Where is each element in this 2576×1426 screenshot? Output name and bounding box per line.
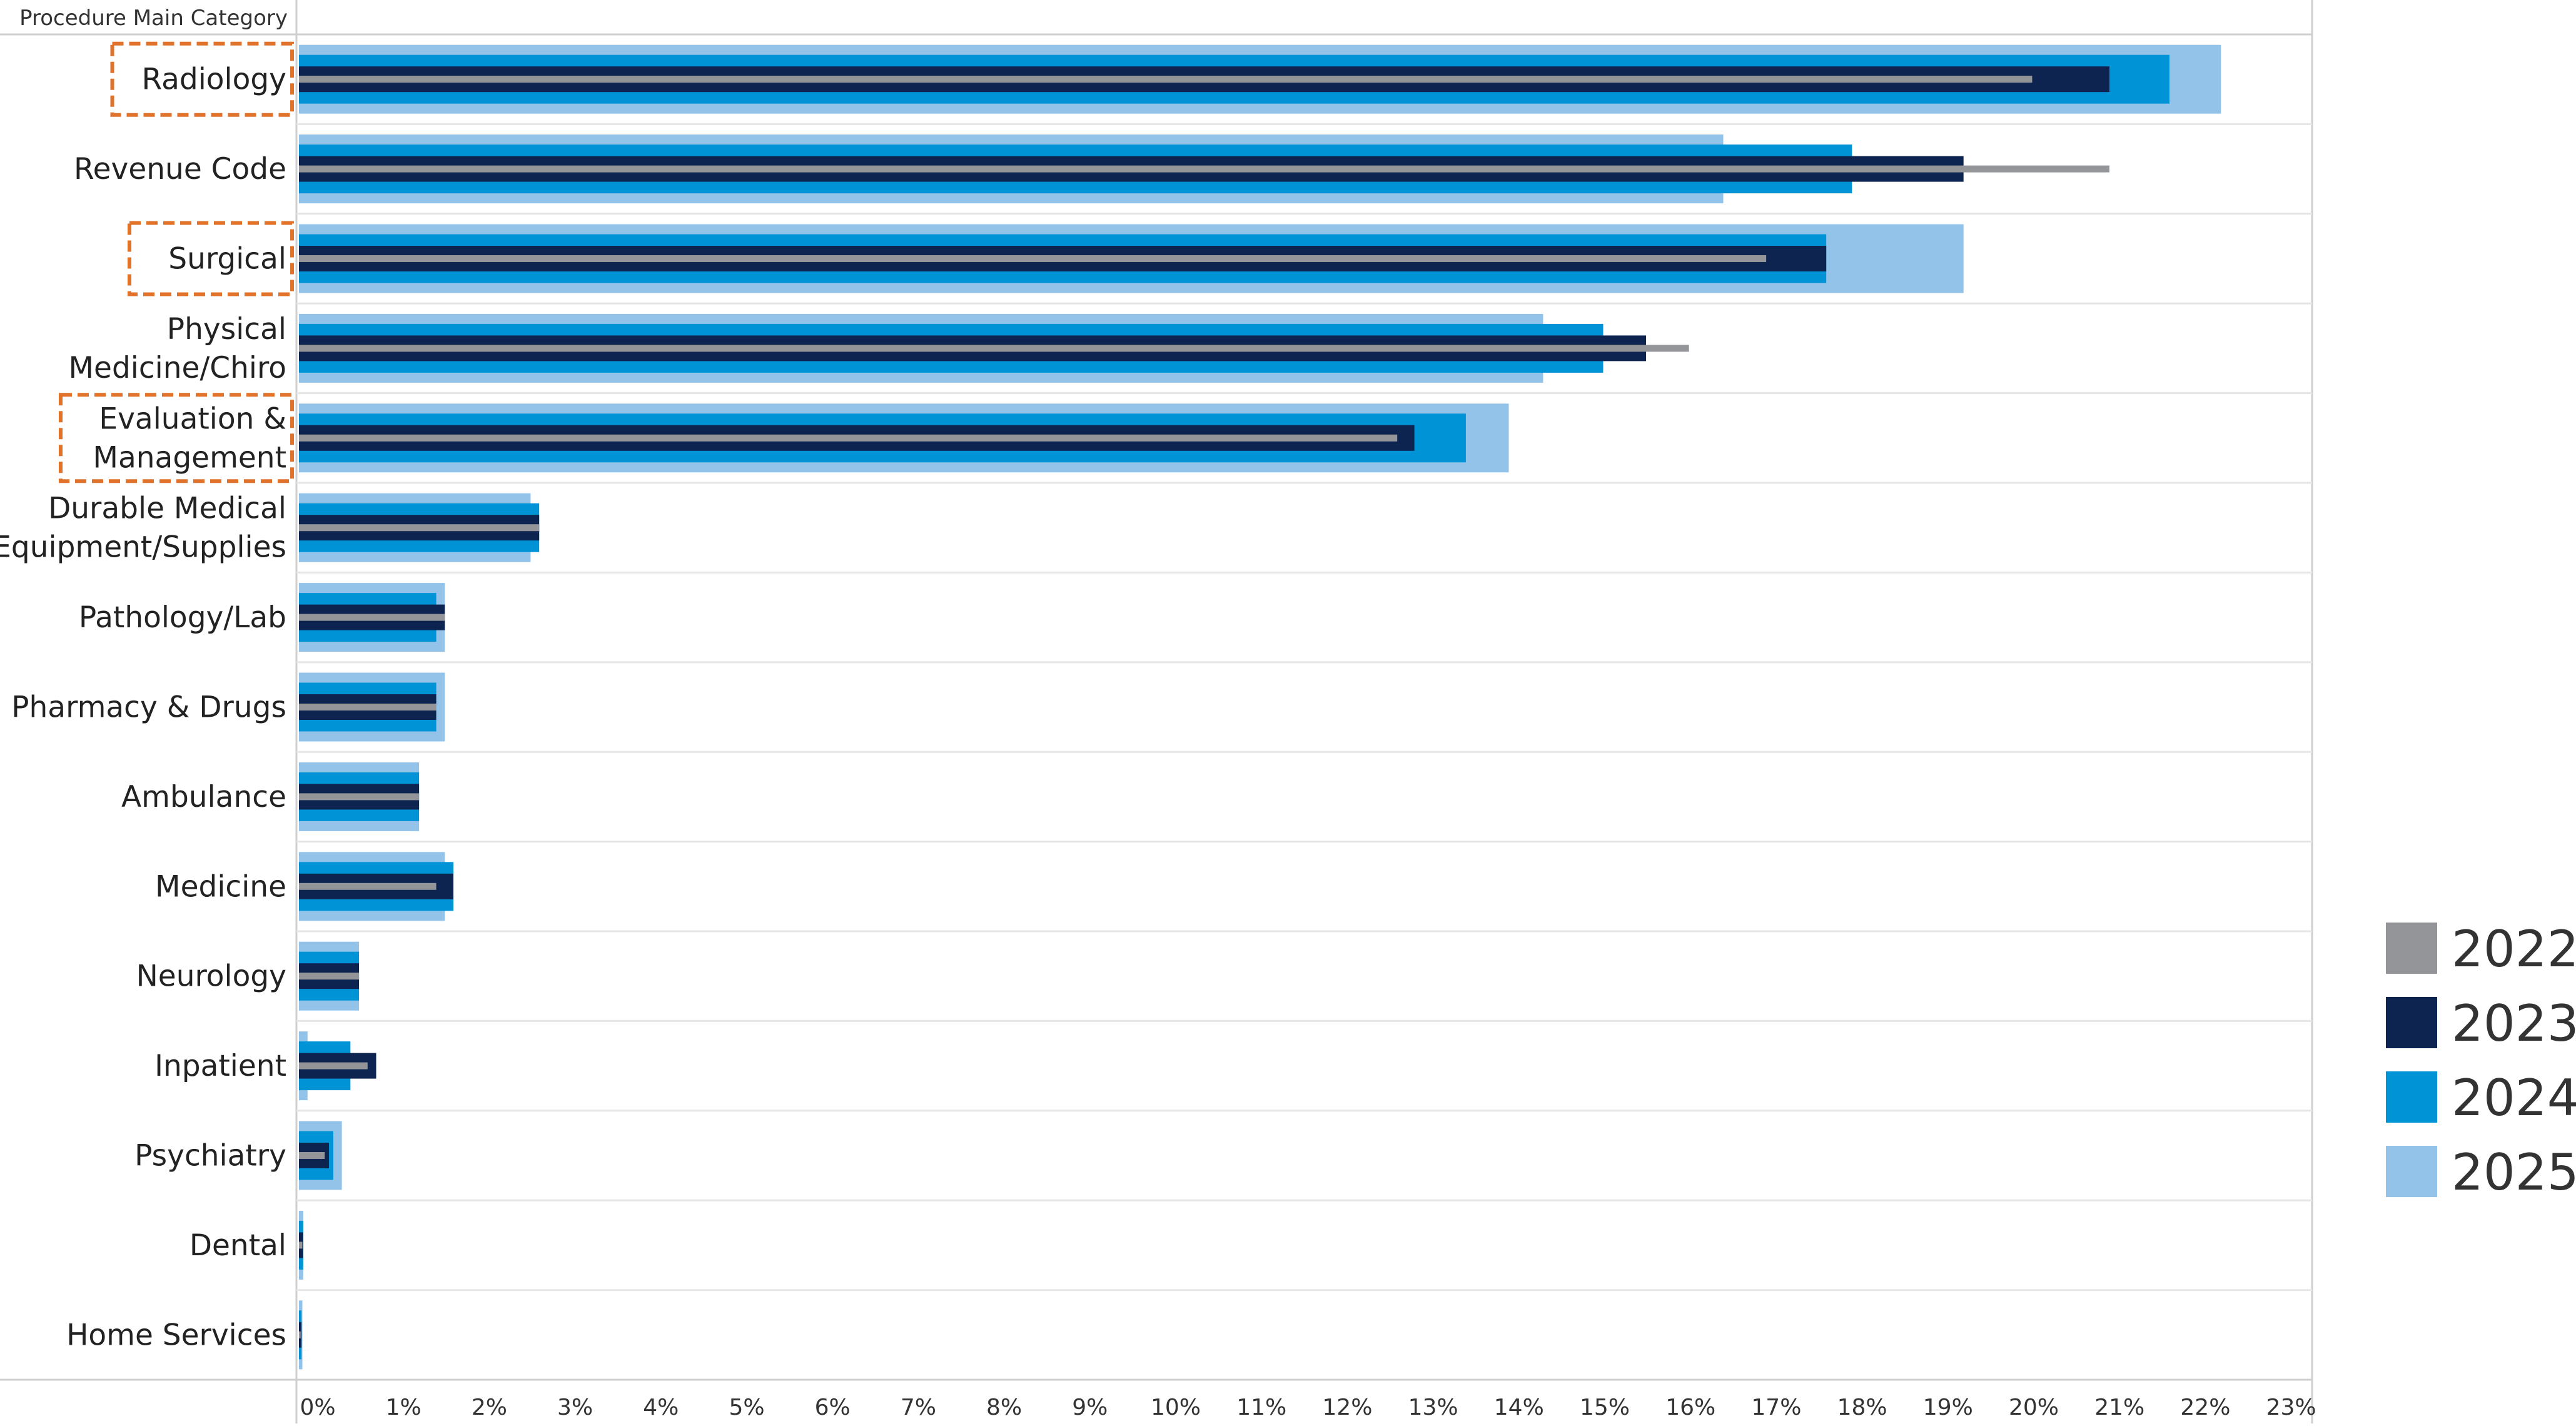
category-labels: Radiology Revenue Code Surgical Physical Med…: [0, 63, 286, 1353]
category-label-radiology: Radiology: [141, 63, 286, 97]
legend-swatch-2022: [2386, 923, 2437, 974]
x-tick-label: 11%: [1236, 1395, 1286, 1420]
highlight-box-surgical: [128, 221, 294, 296]
x-tick-label: 16%: [1665, 1395, 1715, 1420]
highlight-box-radiology: [110, 41, 294, 117]
x-tick-label: 10%: [1151, 1395, 1201, 1420]
x-tick-label: 3%: [557, 1395, 593, 1420]
category-label-durable-medical-equipment-supplies: Durable Medical Equipment/Supplies: [0, 492, 286, 565]
category-label-surgical: Surgical: [168, 242, 286, 276]
category-label-medicine: Medicine: [155, 869, 286, 904]
bars-layer: [299, 44, 2221, 1370]
category-label-evaluation-and-management: Evaluation & Management: [93, 402, 286, 475]
legend-swatch-2025: [2386, 1146, 2437, 1197]
category-label-psychiatry: Psychiatry: [134, 1139, 286, 1173]
bar-radiology-2022: [299, 76, 2033, 83]
category-label-physical-medicine-chiro: Physical Medicine/Chiro: [68, 312, 286, 385]
bar-physical-medicine-chiro-2022: [299, 345, 1689, 352]
x-tick-label: 22%: [2180, 1395, 2230, 1420]
bar-pathology-lab-2022: [299, 614, 445, 621]
row-dividers: [296, 123, 2312, 1292]
bar-home-services-2022: [299, 1331, 301, 1338]
category-label-dental: Dental: [189, 1228, 286, 1263]
bar-psychiatry-2022: [299, 1152, 325, 1159]
x-axis-ticks: 0% 1% 2% 3% 4% 5% 6% 7% 8% 9% 10% 11% 12% 13% 14% 15% 16…: [300, 1395, 2316, 1420]
category-label-revenue-code: Revenue Code: [74, 152, 286, 186]
x-tick-label: 4%: [643, 1395, 679, 1420]
highlight-boxes: [59, 41, 294, 483]
legend-swatch-2024: [2386, 1071, 2437, 1123]
x-tick-label: 5%: [729, 1395, 764, 1420]
x-tick-label: 13%: [1408, 1395, 1458, 1420]
x-tick-label: 12%: [1322, 1395, 1372, 1420]
bar-ambulance-2022: [299, 793, 420, 801]
x-tick-label: 8%: [986, 1395, 1022, 1420]
bar-evaluation-and-management-2022: [299, 434, 1398, 442]
category-label-neurology: Neurology: [136, 959, 286, 994]
category-header: Procedure Main Category: [19, 6, 288, 31]
category-label-pathology-lab: Pathology/Lab: [79, 600, 286, 635]
x-tick-label: 15%: [1580, 1395, 1630, 1420]
x-tick-label: 14%: [1494, 1395, 1544, 1420]
category-label-pharmacy-and-drugs: Pharmacy & Drugs: [11, 690, 286, 725]
x-tick-label: 20%: [2009, 1395, 2059, 1420]
bar-pharmacy-and-drugs-2022: [299, 704, 437, 710]
x-tick-label: 7%: [901, 1395, 936, 1420]
highlight-box-evaluation-and-management: [59, 393, 294, 483]
bar-inpatient-2022: [299, 1062, 368, 1070]
bar-surgical-2022: [299, 255, 1767, 262]
x-tick-label: 23%: [2266, 1395, 2316, 1420]
x-tick-label: 9%: [1072, 1395, 1108, 1420]
x-tick-label: 0%: [300, 1395, 335, 1420]
bar-medicine-2022: [299, 882, 437, 890]
x-tick-label: 21%: [2094, 1395, 2144, 1420]
category-label-ambulance: Ambulance: [121, 780, 286, 814]
x-tick-label: 2%: [472, 1395, 507, 1420]
legend: 2022 2023 2024 2025: [2386, 920, 2576, 1201]
bar-neurology-2022: [299, 973, 360, 980]
x-tick-label: 18%: [1837, 1395, 1887, 1420]
legend-label-2025: 2025: [2452, 1143, 2576, 1201]
x-tick-label: 6%: [815, 1395, 851, 1420]
bar-dental-2022: [299, 1241, 303, 1249]
category-label-inpatient: Inpatient: [154, 1049, 286, 1083]
legend-label-2024: 2024: [2452, 1069, 2576, 1127]
bar-revenue-code-2022: [299, 165, 2109, 173]
x-tick-label: 19%: [1923, 1395, 1973, 1420]
bar-durable-medical-equipment-supplies-2022: [299, 524, 540, 532]
category-label-home-services: Home Services: [66, 1318, 286, 1352]
x-tick-label: 17%: [1751, 1395, 1801, 1420]
legend-label-2022: 2022: [2452, 920, 2576, 978]
legend-label-2023: 2023: [2452, 994, 2576, 1053]
x-tick-label: 1%: [386, 1395, 422, 1420]
legend-swatch-2023: [2386, 997, 2437, 1048]
